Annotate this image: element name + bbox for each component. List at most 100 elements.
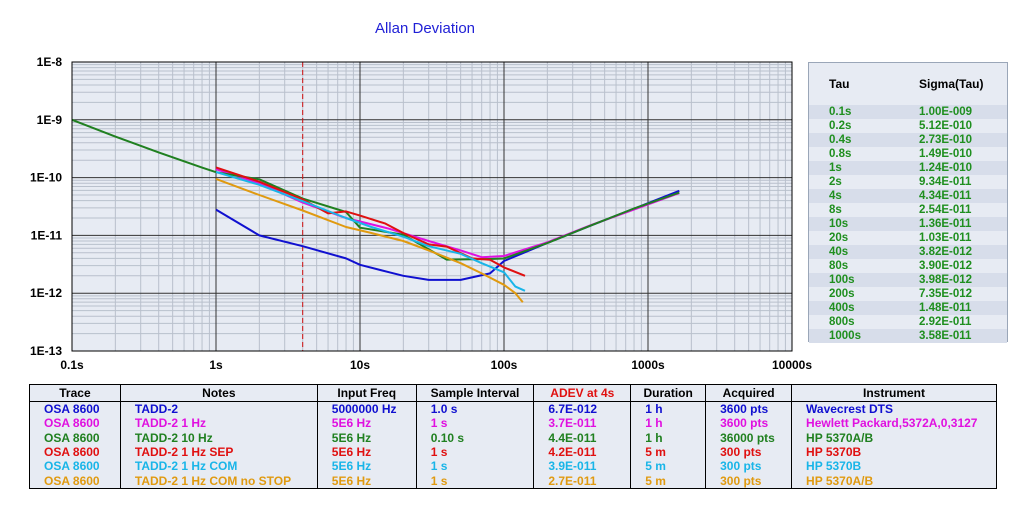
tau-header: Tau [829, 77, 850, 91]
tau-sigma-table: Tau Sigma(Tau) 0.1s 1.00E-009 0.2s 5.12E-01… [808, 62, 1008, 343]
table-cell: OSA 8600 [29, 473, 121, 489]
tau-value: 2s [829, 176, 842, 188]
table-cell: HP 5370A/B [791, 430, 997, 445]
table-cell: 1 s [415, 473, 535, 489]
sigma-value: 3.90E-012 [919, 260, 973, 272]
table-cell: 1 s [415, 416, 535, 431]
table-cell: 5E6 Hz [316, 416, 417, 431]
tau-value: 4s [829, 190, 842, 202]
sigma-value: 2.92E-011 [919, 316, 972, 328]
table-cell: 300 pts [705, 473, 793, 489]
table-cell: 5E6 Hz [316, 430, 417, 445]
sigma-value: 2.73E-010 [919, 134, 973, 146]
y-tick-label: 1E-13 [30, 344, 62, 358]
table-cell: 3.9E-011 [533, 459, 632, 474]
y-tick-label: 1E-11 [31, 228, 63, 242]
table-row: OSA 8600 TADD-2 10 Hz 5E6 Hz 0.10 s 4.4E-011… [29, 430, 997, 445]
table-cell: 5 m [630, 473, 707, 489]
column-header: Instrument [791, 384, 997, 402]
tau-row: 0.2s 5.12E-010 [809, 119, 1007, 133]
table-row: OSA 8600 TADD-2 1 Hz SEP 5E6 Hz 1 s 4.2E-011… [29, 444, 997, 460]
table-cell: TADD-2 1 Hz SEP [119, 444, 318, 460]
table-cell: 5 m [630, 459, 707, 474]
table-cell: 3600 pts [705, 416, 793, 431]
table-cell: 1 h [630, 416, 707, 431]
table-cell: TADD-2 [119, 401, 318, 417]
tau-row: 1s 1.24E-010 [809, 161, 1007, 175]
tau-row: 10s 1.36E-011 [809, 217, 1007, 231]
sigma-value: 7.35E-012 [919, 288, 973, 300]
table-cell: 3.7E-011 [533, 416, 632, 431]
sigma-value: 5.12E-010 [919, 120, 973, 132]
sigma-value: 1.24E-010 [919, 162, 973, 174]
table-cell: 4.2E-011 [533, 444, 632, 460]
chart-title: Allan Deviation [374, 20, 476, 37]
table-cell: HP 5370B [791, 459, 997, 474]
tau-row: 400s 1.48E-011 [809, 301, 1007, 315]
table-cell: Hewlett Packard,5372A,0,3127 [791, 416, 997, 431]
table-cell: 1 h [630, 430, 707, 445]
tau-row: 8s 2.54E-011 [809, 203, 1007, 217]
table-cell: OSA 8600 [29, 416, 121, 431]
tau-row: 4s 4.34E-011 [809, 189, 1007, 203]
table-cell: 1 s [415, 444, 535, 460]
tau-value: 1s [829, 162, 842, 174]
table-cell: HP 5370B [791, 444, 997, 460]
table-cell: Wavecrest DTS [791, 401, 997, 417]
table-cell: OSA 8600 [29, 401, 121, 417]
tau-value: 200s [829, 288, 855, 300]
table-cell: 5E6 Hz [316, 459, 417, 474]
plot-area [72, 62, 792, 351]
series-line-3 [71, 118, 680, 261]
table-cell: 4.4E-011 [533, 430, 632, 445]
table-cell: TADD-2 1 Hz [119, 416, 318, 431]
tau-value: 8s [829, 204, 842, 216]
table-cell: 0.10 s [415, 430, 535, 445]
tau-value: 40s [829, 246, 849, 258]
sigma-value: 3.58E-011 [919, 330, 972, 342]
sigma-value: 3.98E-012 [919, 274, 973, 286]
tau-value: 800s [829, 316, 855, 328]
column-header: Notes [119, 384, 318, 402]
tau-row: 200s 7.35E-012 [809, 287, 1007, 301]
sigma-value: 1.48E-011 [919, 302, 972, 314]
sigma-value: 1.00E-009 [919, 106, 973, 118]
x-tick-label: 1000s [631, 358, 665, 372]
tau-row: 0.8s 1.49E-010 [809, 147, 1007, 161]
plot-frame [71, 61, 793, 352]
column-header: ADEV at 4s [533, 384, 632, 402]
sigma-header: Sigma(Tau) [919, 77, 984, 91]
x-tick-label: 100s [491, 358, 518, 372]
x-tick-label: 0.1s [60, 358, 84, 372]
tau-value: 10s [829, 218, 849, 230]
table-row: OSA 8600 TADD-2 1 Hz COM 5E6 Hz 1 s 3.9E-011… [29, 459, 997, 474]
x-tick-label: 1s [209, 358, 223, 372]
tau-row: 2s 9.34E-011 [809, 175, 1007, 189]
tau-value: 0.2s [829, 120, 852, 132]
series-line-6 [215, 177, 524, 303]
table-cell: TADD-2 1 Hz COM no STOP [119, 473, 318, 489]
table-cell: TADD-2 10 Hz [119, 430, 318, 445]
table-cell: 1 h [630, 401, 707, 417]
tau-row: 100s 3.98E-012 [809, 273, 1007, 287]
tau-row: 40s 3.82E-012 [809, 245, 1007, 259]
allan-deviation-plot: 0.1s 1s 10s 100s 1000s 10000s 1E-8 1E-9 1E-10 1E-… [30, 55, 812, 372]
tau-value: 100s [829, 274, 855, 286]
trace-info-table: Trace Notes Input Freq Sample Interval ADEV … [29, 384, 997, 489]
column-header: Sample Interval [415, 384, 535, 402]
column-header: Trace [29, 384, 121, 402]
tau-row: 1000s 3.58E-011 [809, 329, 1007, 343]
table-cell: 36000 pts [705, 430, 793, 445]
table-row: OSA 8600 TADD-2 5000000 Hz 1.0 s 6.7E-012 1 h… [29, 401, 997, 417]
y-tick-label: 1E-9 [37, 113, 63, 127]
tau-value: 400s [829, 302, 855, 314]
table-cell: 5E6 Hz [316, 444, 417, 460]
tau-value: 20s [829, 232, 849, 244]
table-cell: OSA 8600 [29, 459, 121, 474]
tau-value: 0.8s [829, 148, 852, 160]
sigma-value: 1.36E-011 [919, 218, 972, 230]
sigma-value: 4.34E-011 [919, 190, 972, 202]
sigma-value: 1.03E-011 [919, 232, 972, 244]
sigma-value: 3.82E-012 [919, 246, 973, 258]
